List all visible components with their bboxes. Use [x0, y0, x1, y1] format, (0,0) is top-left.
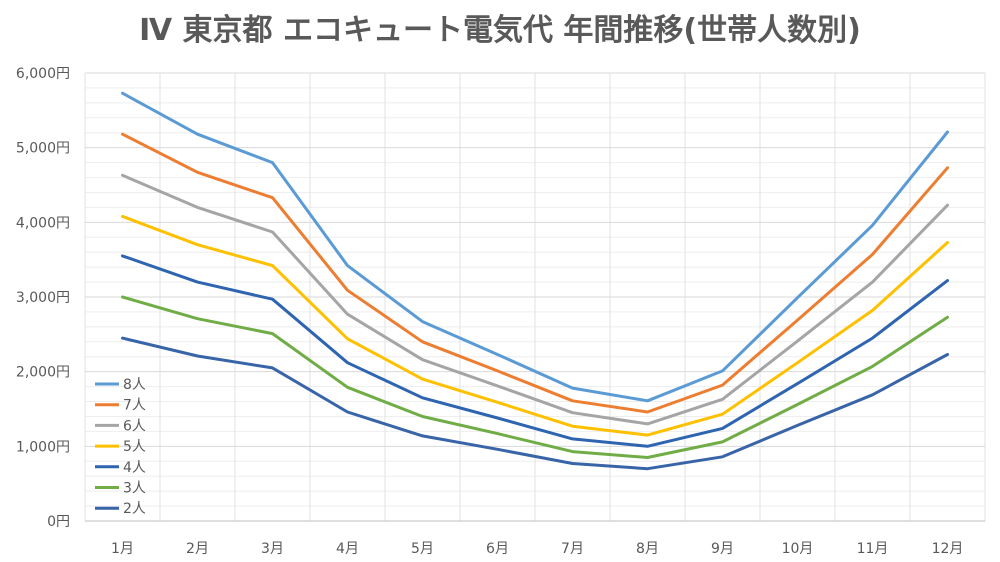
axis-layer: 0円 1,000円 2,000円 3,000円 4,000円 5,000円 6,000円 1月…: [16, 66, 964, 557]
series-layer: [121, 91, 949, 471]
x-tick-label: 9月: [711, 541, 734, 557]
x-tick-label: 1月: [111, 541, 134, 557]
legend-label: 4人: [123, 460, 146, 476]
legend-item: 7人: [95, 398, 146, 414]
x-tick-label: 7月: [561, 541, 584, 557]
chart-title: Ⅳ 東京都 エコキュート電気代 年間推移(世帯人数別): [139, 13, 861, 48]
legend-item: 4人: [95, 460, 146, 476]
x-tick-label: 12月: [932, 541, 964, 557]
legend-label: 6人: [123, 418, 146, 434]
x-tick-label: 5月: [411, 541, 434, 557]
series-line-4: [121, 214, 949, 437]
x-tick-label: 10月: [782, 541, 814, 557]
legend-item: 5人: [95, 439, 146, 455]
y-tick-label: 0円: [47, 514, 70, 530]
y-tick-label: 1,000円: [16, 439, 70, 455]
legend-label: 8人: [123, 377, 146, 393]
legend-label: 3人: [123, 481, 146, 497]
y-tick-label: 3,000円: [16, 290, 70, 306]
legend-label: 7人: [123, 398, 146, 414]
legend: 8人 7人 6人 5人 4人 3人 2人: [95, 377, 146, 517]
legend-label: 5人: [123, 439, 146, 455]
legend-item: 3人: [95, 481, 146, 497]
legend-item: 2人: [95, 501, 146, 517]
legend-label: 2人: [123, 501, 146, 517]
series-line-2: [121, 132, 949, 414]
x-tick-label: 6月: [486, 541, 509, 557]
series-line-6: [121, 295, 949, 459]
series-line-3: [121, 173, 949, 426]
legend-item: 6人: [95, 418, 146, 434]
legend-item: 8人: [95, 377, 146, 393]
grid-layer: [84, 72, 986, 522]
y-tick-label: 5,000円: [16, 141, 70, 157]
x-tick-label: 4月: [336, 541, 359, 557]
x-tick-label: 11月: [857, 541, 889, 557]
series-line-7: [121, 336, 949, 471]
x-tick-label: 8月: [636, 541, 659, 557]
x-tick-label: 2月: [186, 541, 209, 557]
x-tick-label: 3月: [261, 541, 284, 557]
y-tick-label: 6,000円: [16, 66, 70, 82]
series-line-1: [121, 91, 949, 403]
y-tick-label: 4,000円: [16, 215, 70, 231]
y-tick-label: 2,000円: [16, 365, 70, 381]
series-line-5: [121, 254, 949, 448]
